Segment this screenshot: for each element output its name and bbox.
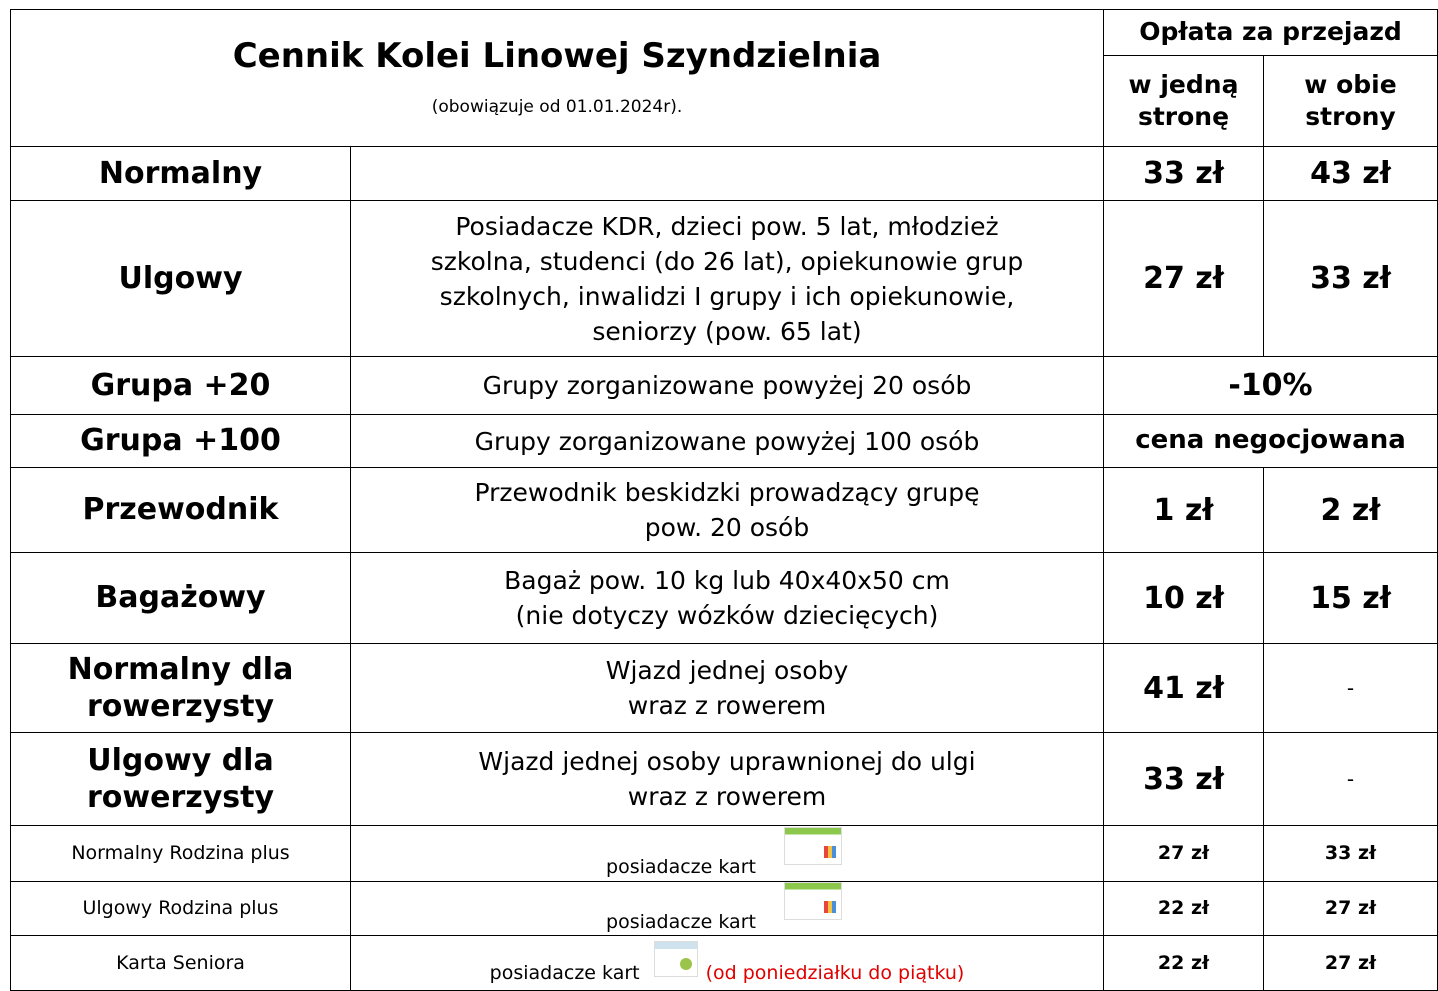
one-way-price: 33 zł	[1103, 732, 1264, 826]
row: Normalny 33 zł 43 zł	[10, 146, 1438, 201]
description: posiadacze kart	[350, 881, 1104, 936]
description-text: posiadacze kart	[489, 961, 640, 984]
price-table: Cennik Kolei Linowej Szyndzielnia (obowi…	[10, 9, 1438, 991]
title: Cennik Kolei Linowej Szyndzielnia	[232, 35, 882, 76]
both-ways-price: 33 zł	[1263, 825, 1438, 882]
both-ways-price: 33 zł	[1263, 200, 1438, 357]
row: Karta Seniora posiadacze kart (od poniedzi…	[10, 935, 1438, 991]
fee: cena negocjowana	[1103, 414, 1438, 468]
row: Normalny dla rowerzysty Wjazd jednej osob…	[10, 643, 1438, 733]
both-ways-price: -	[1263, 643, 1438, 733]
both-ways-price: 2 zł	[1263, 467, 1438, 553]
description: Bagaż pow. 10 kg lub 40x40x50 cm (nie do…	[350, 552, 1104, 644]
card-icon	[783, 827, 842, 866]
both-ways-header: w obie strony	[1263, 55, 1438, 147]
header-row: Cennik Kolei Linowej Szyndzielnia (obowi…	[10, 9, 1438, 147]
category: Grupa +100	[10, 414, 351, 468]
one-way-price: 10 zł	[1103, 552, 1264, 644]
category: Normalny Rodzina plus	[10, 825, 351, 882]
description	[350, 146, 1104, 201]
row: Ulgowy Posiadacze KDR, dzieci pow. 5 lat,…	[10, 200, 1438, 357]
description-text: posiadacze kart	[606, 856, 756, 879]
row: Bagażowy Bagaż pow. 10 kg lub 40x40x50 cm…	[10, 552, 1438, 644]
row: Ulgowy dla rowerzysty Wjazd jednej osoby …	[10, 732, 1438, 826]
card-icon	[653, 940, 698, 977]
row: Ulgowy Rodzina plus posiadacze kart 22 zł 2…	[10, 881, 1438, 936]
category: Karta Seniora	[10, 935, 351, 991]
description-text: posiadacze kart	[606, 911, 756, 934]
category: Bagażowy	[10, 552, 351, 644]
one-way-price: 22 zł	[1103, 935, 1264, 991]
both-ways-price: 27 zł	[1263, 881, 1438, 936]
row: Normalny Rodzina plus posiadacze kart 27 z…	[10, 825, 1438, 882]
both-ways-price: 43 zł	[1263, 146, 1438, 201]
category: Ulgowy	[10, 200, 351, 357]
description: posiadacze kart (od poniedziałku do piątk…	[350, 935, 1104, 991]
both-ways-price: -	[1263, 732, 1438, 826]
one-way-price: 27 zł	[1103, 200, 1264, 357]
description: posiadacze kart	[350, 825, 1104, 882]
one-way-price: 1 zł	[1103, 467, 1264, 553]
description: Przewodnik beskidzki prowadzący grupę po…	[350, 467, 1104, 553]
description: Grupy zorganizowane powyżej 100 osób	[350, 414, 1104, 468]
description: Wjazd jednej osoby wraz z rowerem	[350, 643, 1104, 733]
header-row: w jedną stronę w obie strony	[11, 55, 1438, 147]
one-way-price: 41 zł	[1103, 643, 1264, 733]
one-way-price: 27 zł	[1103, 825, 1264, 882]
one-way-price: 22 zł	[1103, 881, 1264, 936]
both-ways-price: 27 zł	[1263, 935, 1438, 991]
description: Wjazd jednej osoby uprawnionej do ulgi w…	[350, 732, 1104, 826]
one-way-price: 33 zł	[1103, 146, 1264, 201]
row: Grupa +20 Grupy zorganizowane powyżej 20 …	[10, 356, 1438, 415]
both-ways-price: 15 zł	[1263, 552, 1438, 644]
row: Przewodnik Przewodnik beskidzki prowadząc…	[10, 467, 1438, 553]
fee-header: Opłata za przejazd	[1103, 9, 1438, 56]
one-way-header: w jedną stronę	[1103, 55, 1264, 147]
fee: -10%	[1103, 356, 1438, 415]
table-body: Cennik Kolei Linowej Szyndzielnia (obowi…	[10, 9, 1438, 991]
description: Grupy zorganizowane powyżej 20 osób	[350, 356, 1104, 415]
note: (od poniedziałku do piątku)	[705, 961, 965, 984]
subtitle: (obowiązuje od 01.01.2024r).	[431, 97, 683, 118]
category: Ulgowy Rodzina plus	[10, 881, 351, 936]
card-icon	[783, 882, 842, 921]
category: Przewodnik	[10, 467, 351, 553]
description: Posiadacze KDR, dzieci pow. 5 lat, młodz…	[350, 200, 1104, 357]
category: Grupa +20	[10, 356, 351, 415]
category: Normalny dla rowerzysty	[10, 643, 351, 733]
category: Normalny	[10, 146, 351, 201]
title-cell: Cennik Kolei Linowej Szyndzielnia (obowi…	[10, 9, 1104, 147]
category: Ulgowy dla rowerzysty	[10, 732, 351, 826]
row: Grupa +100 Grupy zorganizowane powyżej 10…	[10, 414, 1438, 468]
